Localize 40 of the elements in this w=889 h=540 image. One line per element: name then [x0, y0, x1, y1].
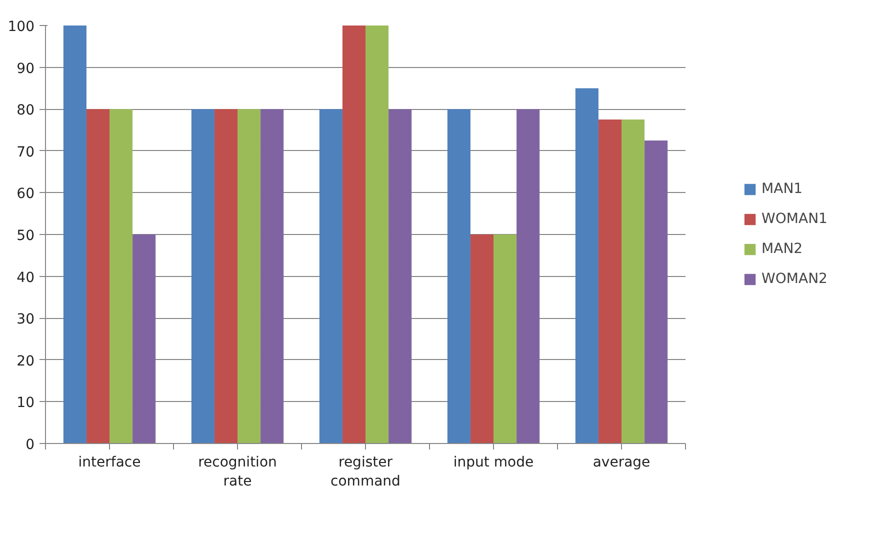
bar	[110, 109, 133, 444]
bar	[260, 109, 284, 444]
bar	[366, 26, 389, 444]
bar	[388, 109, 412, 444]
bar	[470, 234, 494, 444]
bar	[86, 109, 110, 444]
y-tick-label: 90	[16, 60, 35, 77]
x-tick-label: interface	[78, 454, 141, 470]
y-tick-label: 50	[16, 228, 35, 244]
bar	[214, 109, 238, 444]
y-tick-label: 70	[16, 144, 35, 160]
y-tick-label: 100	[8, 19, 35, 35]
bar	[575, 88, 598, 444]
x-tick-label: recognition rate	[198, 454, 277, 490]
y-tick-label: 20	[16, 353, 35, 370]
bar	[238, 109, 261, 444]
y-tick-label: 40	[16, 270, 35, 286]
bar	[598, 120, 622, 444]
legend-label: MAN2	[762, 241, 803, 257]
bar	[644, 140, 668, 444]
y-tick-label: 30	[16, 312, 35, 328]
bar	[516, 109, 540, 444]
bar	[342, 26, 366, 444]
bar	[63, 26, 86, 444]
bar	[132, 234, 156, 444]
y-tick-label: 80	[16, 102, 35, 119]
bar	[319, 109, 342, 444]
legend-label: MAN1	[762, 181, 803, 197]
bar	[191, 109, 214, 444]
bar	[494, 234, 517, 444]
x-tick-label: average	[592, 454, 650, 470]
x-tick-label: register command	[330, 454, 400, 490]
x-tick-label: input mode	[453, 454, 534, 470]
bar	[622, 120, 645, 444]
bar	[447, 109, 470, 444]
y-tick-label: 0	[26, 437, 35, 453]
y-tick-label: 10	[16, 395, 35, 412]
y-tick-label: 60	[16, 186, 35, 202]
legend-label: WOMAN1	[762, 211, 828, 227]
legend-label: WOMAN2	[762, 271, 828, 287]
